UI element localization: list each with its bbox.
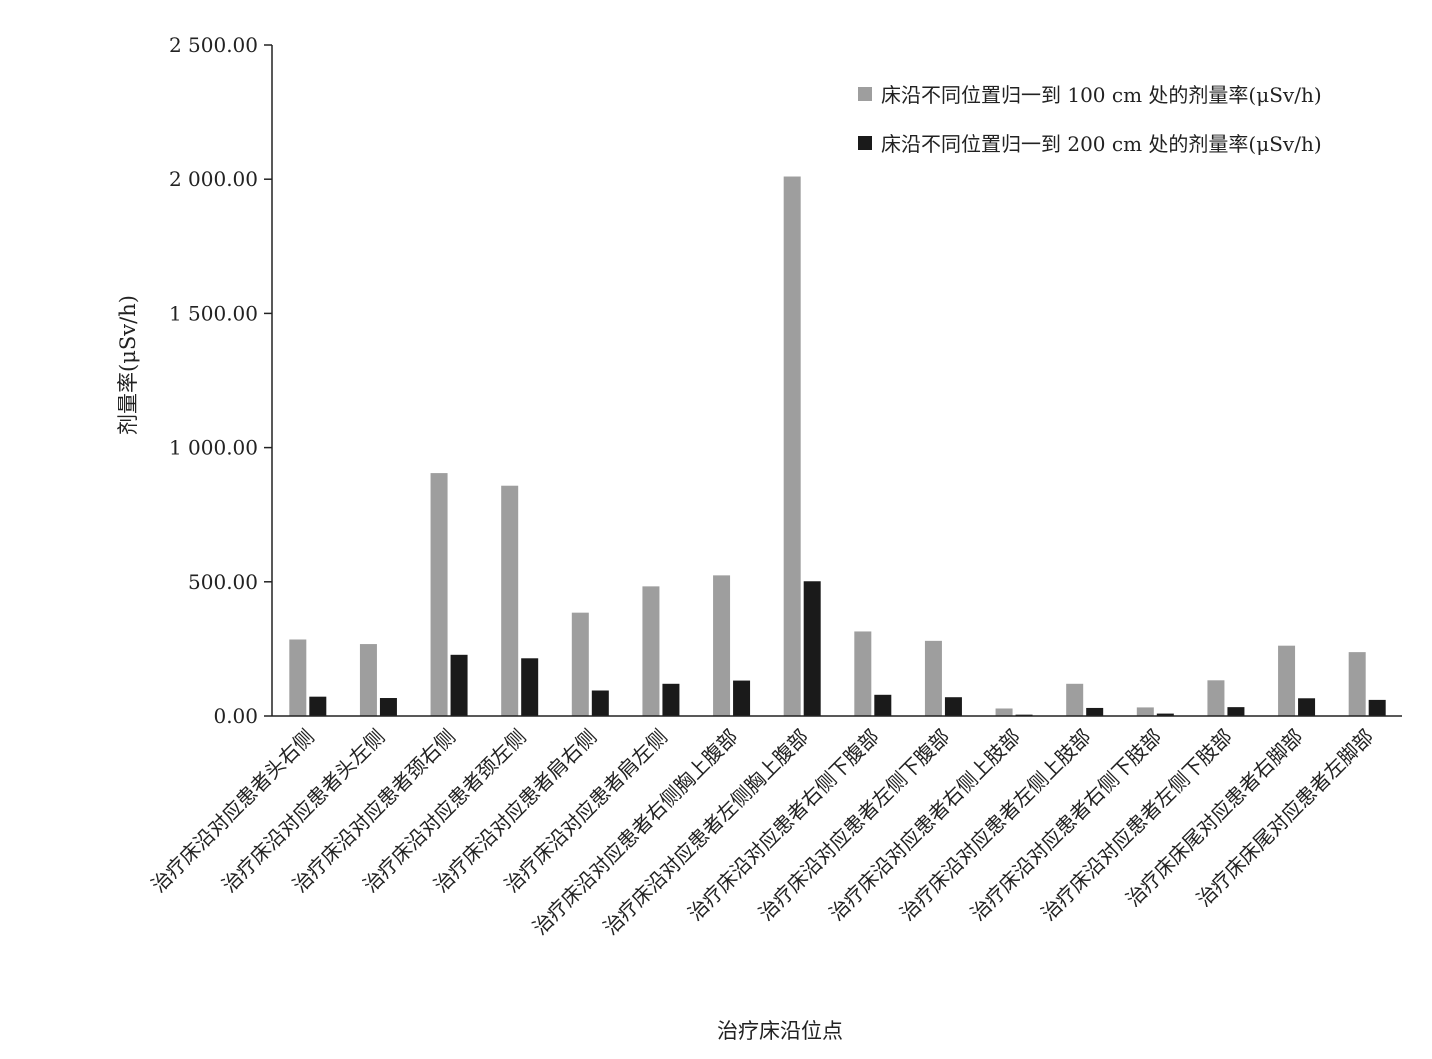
legend-label-1: 床沿不同位置归一到 100 cm 处的剂量率(μSv/h) — [881, 83, 1322, 107]
bar-series-2-cat-7 — [733, 680, 751, 716]
y-tick-label: 0.00 — [213, 704, 258, 728]
bar-series-1-cat-7 — [713, 575, 731, 716]
bar-series-2-cat-5 — [591, 690, 609, 716]
bar-series-1-cat-4 — [501, 485, 519, 716]
bar-series-1-cat-6 — [642, 586, 660, 716]
bar-series-1-cat-8 — [783, 176, 801, 717]
legend-swatch-1 — [858, 87, 872, 101]
bar-series-1-cat-16 — [1348, 652, 1366, 716]
y-tick-label: 500.00 — [188, 570, 258, 594]
bar-series-1-cat-13 — [1136, 707, 1154, 716]
bar-series-1-cat-9 — [854, 631, 872, 716]
bar-series-1-cat-12 — [1066, 683, 1084, 716]
bar-series-2-cat-1 — [309, 696, 327, 716]
bar-series-2-cat-4 — [521, 658, 539, 716]
x-axis-title: 治疗床沿位点 — [717, 1019, 843, 1043]
bar-series-1-cat-10 — [924, 640, 942, 716]
y-tick-label: 2 000.00 — [169, 167, 258, 191]
bar-series-2-cat-2 — [379, 698, 397, 716]
bar-series-2-cat-16 — [1368, 699, 1386, 716]
bar-series-2-cat-15 — [1298, 698, 1316, 716]
legend: 床沿不同位置归一到 100 cm 处的剂量率(μSv/h) 床沿不同位置归一到 2… — [858, 83, 1322, 156]
bar-series-1-cat-15 — [1278, 645, 1296, 716]
y-tick-label: 2 500.00 — [169, 33, 258, 57]
bar-series-2-cat-9 — [874, 694, 892, 716]
bar-series-1-cat-11 — [995, 708, 1013, 716]
bar-series-2-cat-8 — [803, 581, 821, 716]
y-tick-label: 1 500.00 — [169, 301, 258, 325]
bar-series-2-cat-12 — [1086, 707, 1104, 716]
bar-series-1-cat-1 — [289, 639, 307, 716]
bar-series-1-cat-5 — [571, 612, 589, 716]
y-ticks: 0.00 500.00 1 000.00 1 500.00 2 000.00 2 500.… — [169, 33, 272, 728]
bar-series-2-cat-6 — [662, 683, 680, 716]
legend-swatch-2 — [858, 136, 872, 150]
y-axis-title: 剂量率(μSv/h) — [116, 295, 140, 435]
x-category-labels: 治疗床沿对应患者头右侧治疗床沿对应患者头左侧治疗床沿对应患者颈右侧治疗床沿对应患… — [146, 725, 1378, 940]
bar-series-1-cat-2 — [359, 644, 377, 716]
bar-series-2-cat-13 — [1156, 713, 1174, 716]
bar-series-2-cat-14 — [1227, 707, 1245, 716]
legend-label-2: 床沿不同位置归一到 200 cm 处的剂量率(μSv/h) — [881, 132, 1322, 156]
bar-series-1-cat-3 — [430, 473, 448, 716]
bar-series-2-cat-10 — [944, 697, 962, 716]
axes-layer — [271, 45, 1402, 717]
bars-layer — [289, 176, 1386, 717]
y-tick-label: 1 000.00 — [169, 436, 258, 460]
bar-series-1-cat-14 — [1207, 680, 1225, 716]
bar-series-2-cat-3 — [450, 654, 468, 716]
